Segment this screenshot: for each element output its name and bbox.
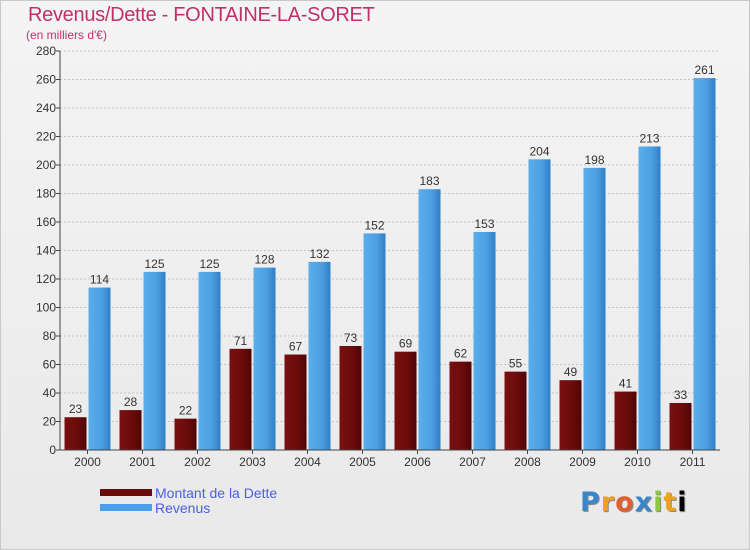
data-label-debt-2010: 41 xyxy=(619,377,633,391)
data-label-debt-2011: 33 xyxy=(674,388,688,402)
bar-revenus-2001 xyxy=(143,271,166,450)
y-tick-label: 220 xyxy=(36,130,56,144)
x-tick-label-2007: 2007 xyxy=(459,455,486,469)
data-label-revenus-2004: 132 xyxy=(309,247,329,261)
y-tick-label: 100 xyxy=(36,301,56,315)
bar-revenus-2003 xyxy=(253,267,276,450)
bar-debt-2005 xyxy=(339,345,362,450)
bar-revenus-2000 xyxy=(88,287,111,450)
y-tick-label: 20 xyxy=(43,415,57,429)
x-tick-label-2001: 2001 xyxy=(129,455,156,469)
bar-debt-2010 xyxy=(614,391,637,450)
y-tick-label: 240 xyxy=(36,101,56,115)
y-tick-label: 200 xyxy=(36,158,56,172)
y-tick-label: 140 xyxy=(36,244,56,258)
data-label-revenus-2001: 125 xyxy=(144,257,164,271)
x-tick-label-2008: 2008 xyxy=(514,455,541,469)
x-tick-label-2010: 2010 xyxy=(624,455,651,469)
y-tick-label: 40 xyxy=(43,386,57,400)
y-tick-label: 0 xyxy=(49,443,56,457)
x-tick-label-2003: 2003 xyxy=(239,455,266,469)
bar-revenus-2005 xyxy=(363,233,386,450)
bar-debt-2007 xyxy=(449,361,472,450)
y-tick-label: 280 xyxy=(36,44,56,58)
bar-debt-2009 xyxy=(559,380,582,450)
data-label-debt-2001: 28 xyxy=(124,395,138,409)
legend-label-revenus: Revenus xyxy=(155,500,211,516)
y-tick-label: 180 xyxy=(36,187,56,201)
bar-debt-2001 xyxy=(119,410,142,450)
bar-revenus-2008 xyxy=(528,159,551,451)
data-label-revenus-2005: 152 xyxy=(364,218,384,232)
data-label-debt-2007: 62 xyxy=(454,347,468,361)
bar-revenus-2004 xyxy=(308,261,331,450)
x-tick-label-2009: 2009 xyxy=(569,455,596,469)
bar-debt-2003 xyxy=(229,348,252,450)
bar-debt-2006 xyxy=(394,351,417,450)
data-label-debt-2008: 55 xyxy=(509,357,523,371)
bar-debt-2004 xyxy=(284,354,307,450)
bar-revenus-2011 xyxy=(693,78,716,450)
y-tick-label: 160 xyxy=(36,215,56,229)
data-label-revenus-2000: 114 xyxy=(90,273,109,287)
y-tick-label: 60 xyxy=(43,358,57,372)
x-tick-label-2011: 2011 xyxy=(680,455,706,469)
data-label-debt-2003: 71 xyxy=(234,334,248,348)
bar-revenus-2002 xyxy=(198,271,221,450)
x-tick-label-2002: 2002 xyxy=(184,455,211,469)
data-label-revenus-2007: 153 xyxy=(474,217,494,231)
y-tick-label: 260 xyxy=(36,73,56,87)
x-tick-label-2005: 2005 xyxy=(349,455,376,469)
x-tick-label-2006: 2006 xyxy=(404,455,431,469)
bar-revenus-2006 xyxy=(418,189,441,450)
data-label-debt-2004: 67 xyxy=(289,340,303,354)
data-label-debt-2009: 49 xyxy=(564,365,578,379)
data-label-revenus-2011: 261 xyxy=(694,63,714,77)
bar-revenus-2009 xyxy=(583,167,606,450)
bar-debt-2002 xyxy=(174,418,197,450)
data-label-debt-2006: 69 xyxy=(399,337,413,351)
legend-swatch-debt xyxy=(100,489,152,496)
bar-debt-2011 xyxy=(669,402,692,450)
data-label-debt-2002: 22 xyxy=(179,404,193,418)
chart-title: Revenus/Dette - FONTAINE-LA-SORET xyxy=(28,4,375,26)
y-tick-label: 120 xyxy=(36,272,56,286)
data-label-debt-2005: 73 xyxy=(344,331,358,345)
data-label-debt-2000: 23 xyxy=(69,402,83,416)
bar-revenus-2007 xyxy=(473,231,496,450)
legend-swatch-revenus xyxy=(100,504,152,511)
bar-debt-2000 xyxy=(64,417,87,450)
bar-revenus-2010 xyxy=(638,146,661,450)
data-label-revenus-2008: 204 xyxy=(529,144,549,158)
data-label-revenus-2010: 213 xyxy=(639,131,659,145)
bar-debt-2008 xyxy=(504,371,527,450)
data-label-revenus-2009: 198 xyxy=(584,153,604,167)
chart-subtitle: (en milliers d'€) xyxy=(26,28,107,42)
data-label-revenus-2006: 183 xyxy=(419,174,439,188)
legend-label-debt: Montant de la Dette xyxy=(155,485,278,501)
y-tick-label: 80 xyxy=(43,329,57,343)
proxiti-logo: Proxiti xyxy=(580,487,688,518)
data-label-revenus-2003: 128 xyxy=(254,253,274,267)
data-label-revenus-2002: 125 xyxy=(199,257,219,271)
x-tick-label-2000: 2000 xyxy=(74,455,101,469)
x-tick-label-2004: 2004 xyxy=(294,455,321,469)
